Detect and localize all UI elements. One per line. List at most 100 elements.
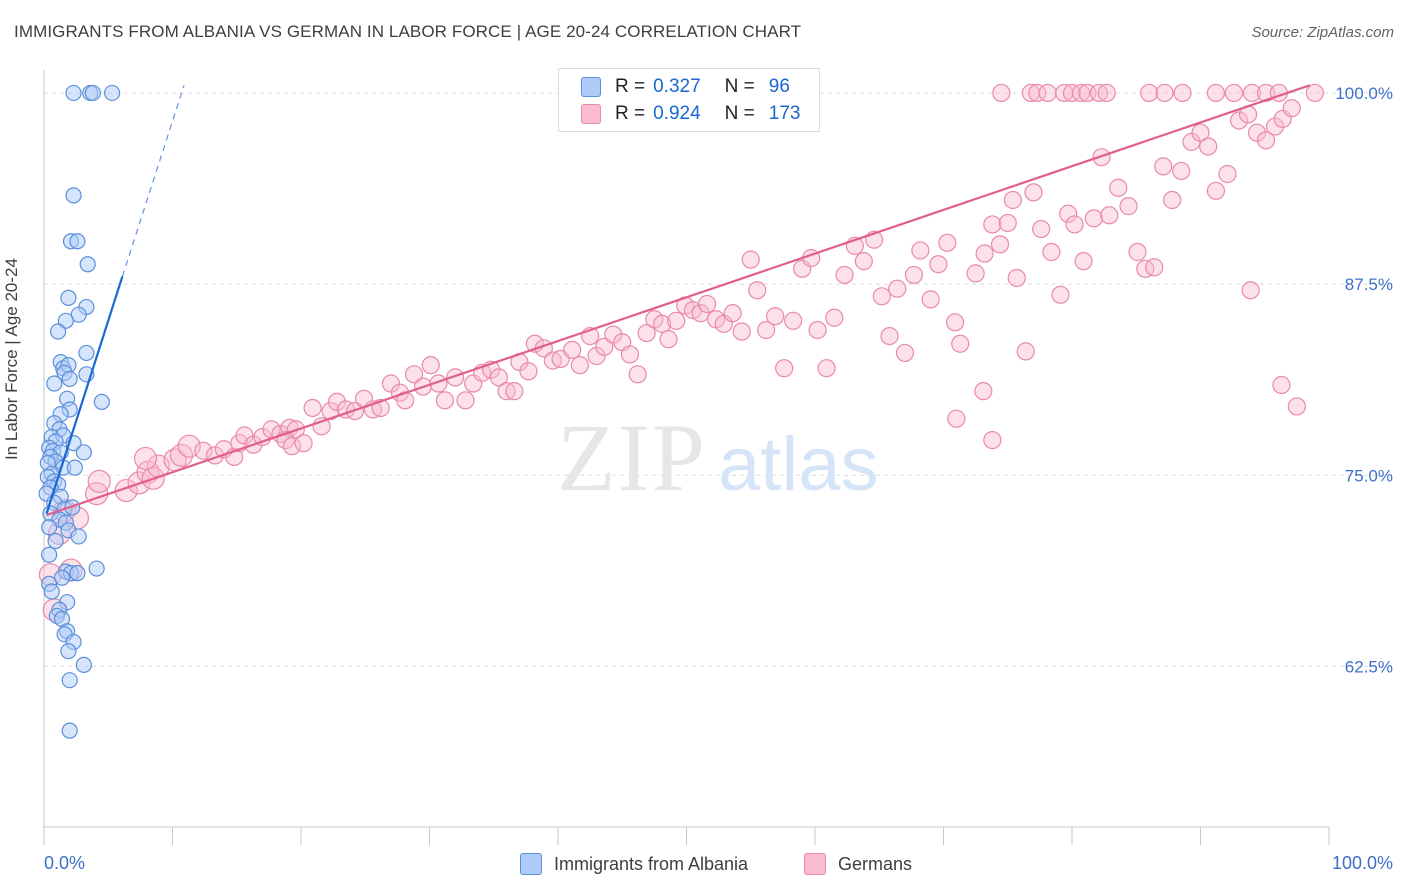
german-point [723, 304, 742, 323]
german-point [282, 437, 302, 456]
german-point [1065, 215, 1084, 234]
german-point [1074, 252, 1093, 271]
albania-point [65, 187, 82, 204]
german-point [446, 368, 465, 387]
german-point [497, 382, 516, 401]
legend-row-germans: R = 0.924 N = 173 [581, 101, 800, 127]
german-point [595, 337, 614, 356]
legend-r-label: R = [615, 76, 646, 97]
german-point [1003, 190, 1022, 210]
x-tick-label-left: 0.0% [44, 853, 85, 873]
german-point [895, 343, 915, 363]
german-point [294, 434, 313, 453]
albania-trend-extension [121, 85, 185, 277]
y-tick-label: 100.0% [1335, 84, 1393, 103]
bottom-legend-germans: Germans [804, 851, 912, 877]
german-point [998, 213, 1017, 233]
german-point [854, 252, 873, 271]
legend-n-value: 96 [768, 76, 790, 97]
german-point [303, 398, 322, 418]
german-point [1089, 83, 1109, 103]
german-point [1305, 83, 1324, 103]
albania-point [75, 444, 92, 461]
german-point [169, 443, 194, 467]
bottom-legend-albania: Immigrants from Albania [520, 851, 748, 877]
german-point [1154, 157, 1173, 176]
albania-legend-label: Immigrants from Albania [554, 853, 749, 874]
german-point [1038, 83, 1057, 103]
german-point [404, 365, 424, 384]
albania-point [84, 84, 101, 102]
german-point [1218, 164, 1237, 184]
watermark-zip: ZIP [557, 404, 707, 511]
albania-trend-line [45, 276, 124, 514]
german-point [951, 334, 970, 353]
german-point [1287, 397, 1306, 416]
german-point [1191, 123, 1210, 142]
german-point [904, 265, 924, 285]
german-point [570, 356, 589, 375]
source-credit: Source: ZipAtlas.com [1251, 24, 1394, 41]
legend-n-label: N = [724, 103, 755, 124]
german-point [983, 430, 1002, 450]
albania-legend-swatch [520, 853, 542, 875]
german-point [667, 311, 686, 330]
german-point [697, 294, 717, 314]
albania-point [78, 344, 95, 362]
germans-swatch [581, 104, 601, 124]
german-point [1206, 181, 1226, 200]
legend-n-value: 173 [768, 103, 801, 124]
albania-point [93, 393, 110, 410]
german-point [563, 340, 582, 359]
german-point [587, 346, 606, 366]
german-point [1071, 83, 1091, 103]
albania-point [61, 370, 78, 388]
trend-lines [45, 84, 1311, 517]
german-point [421, 356, 440, 375]
germans-trend-line [46, 84, 1311, 517]
german-point [1136, 259, 1155, 278]
german-point [1100, 206, 1119, 225]
albania-point [61, 722, 78, 739]
german-point [947, 409, 966, 428]
german-point [1265, 117, 1285, 136]
legend-r-value: 0.924 [653, 103, 701, 124]
germans-points [38, 83, 1324, 622]
german-point [921, 290, 940, 309]
german-point [825, 308, 844, 327]
german-point [911, 241, 930, 260]
albania-point [60, 643, 77, 660]
german-point [1042, 242, 1061, 262]
german-point [990, 235, 1010, 254]
german-point [456, 391, 475, 410]
albania-point [66, 459, 83, 476]
albania-point [53, 569, 71, 586]
german-point [1028, 83, 1047, 103]
german-point [1139, 83, 1159, 103]
german-point [732, 322, 751, 341]
german-point [817, 359, 836, 378]
albania-point [65, 84, 82, 102]
albania-point [88, 560, 105, 577]
german-point [1229, 111, 1249, 130]
albania-point [50, 323, 67, 340]
german-point [1051, 285, 1070, 304]
german-point [637, 323, 656, 343]
german-point [757, 320, 776, 340]
chart-title: IMMIGRANTS FROM ALBANIA VS GERMAN IN LAB… [14, 22, 802, 41]
german-point [784, 311, 803, 330]
legend-r-label: R = [615, 103, 646, 124]
albania-point [70, 528, 87, 545]
albania-point [69, 233, 86, 250]
german-point [519, 362, 538, 381]
watermark-atlas: atlas [718, 422, 879, 507]
german-point [1109, 178, 1128, 197]
legend-r-value: 0.327 [653, 76, 701, 97]
albania-point [41, 519, 58, 536]
german-point [766, 307, 785, 326]
german-point [1145, 258, 1164, 277]
german-point [1032, 219, 1051, 239]
german-point [1256, 131, 1276, 150]
albania-point [46, 375, 63, 392]
